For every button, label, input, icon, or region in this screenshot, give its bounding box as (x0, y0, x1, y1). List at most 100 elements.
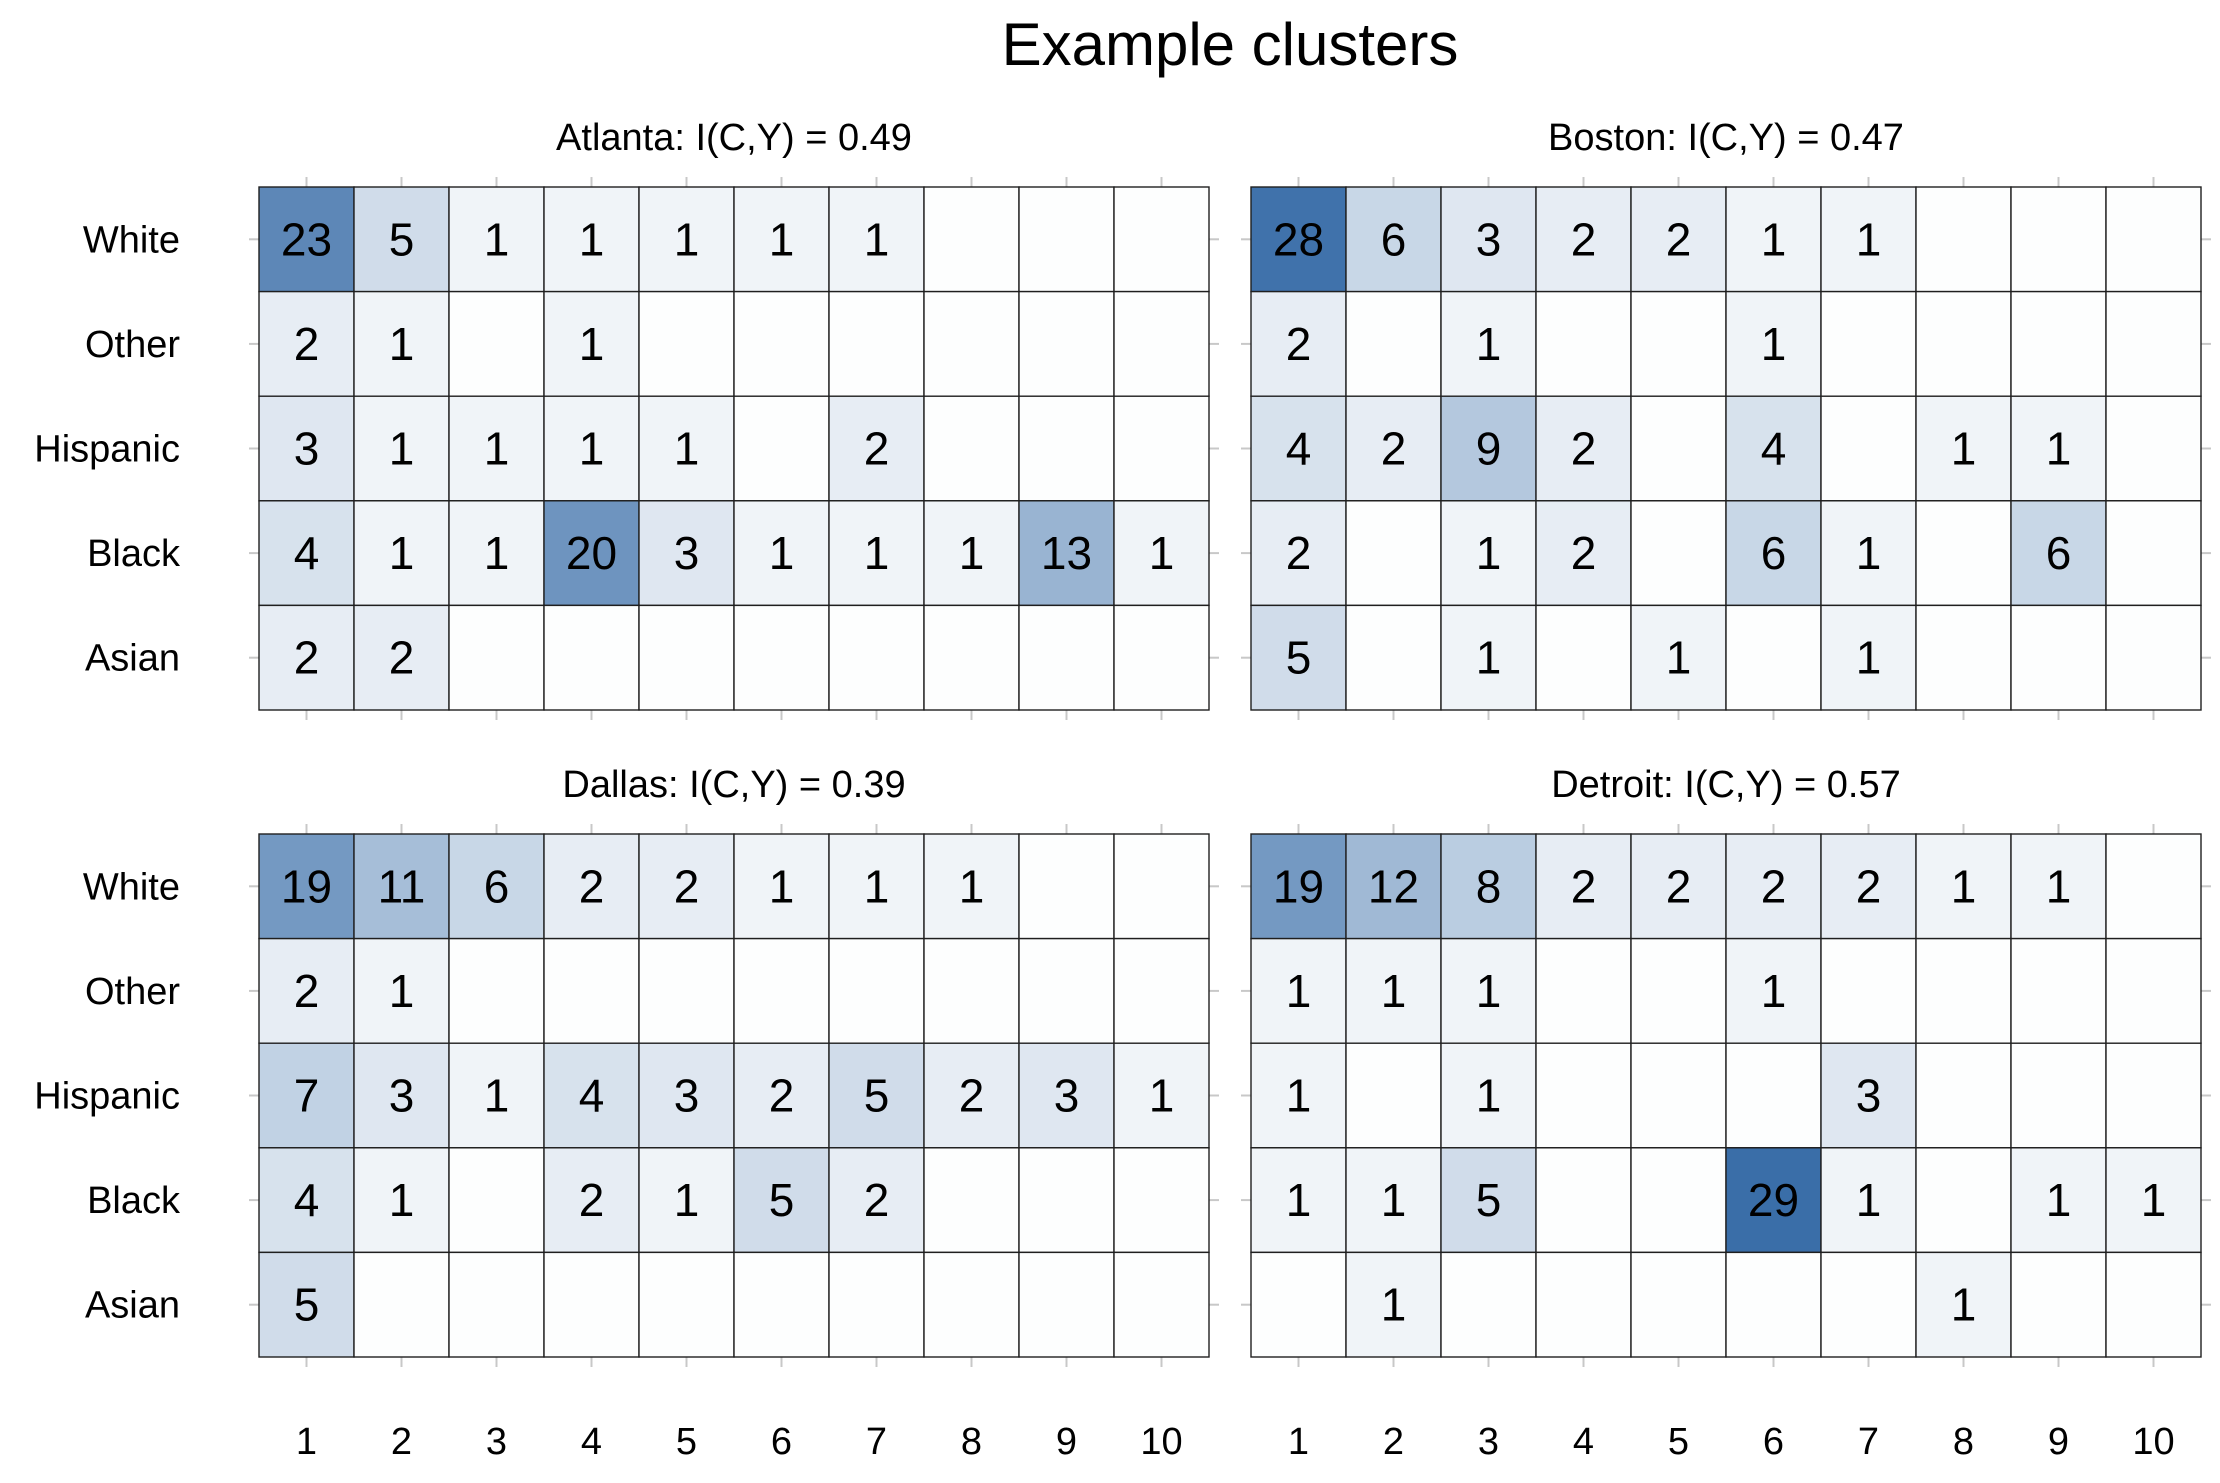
heatmap-cell (2105, 186, 2202, 293)
heatmap-cell (638, 1147, 735, 1254)
x-tick-label: 5 (676, 1421, 697, 1463)
heatmap-cell (1535, 1251, 1632, 1358)
cell-value-label: 7 (294, 1070, 320, 1122)
heatmap-cell (1725, 186, 1822, 293)
heatmap-cell (733, 937, 830, 1044)
cell-value-label: 1 (2046, 860, 2072, 912)
heatmap-cell (923, 290, 1020, 397)
cell-value-label: 1 (1286, 1174, 1312, 1226)
heatmap-cell (353, 604, 450, 711)
cell-value-label: 2 (1286, 527, 1312, 579)
cell-value-label: 2 (294, 632, 320, 684)
x-tick-label: 4 (1573, 1421, 1594, 1463)
cell-value-label: 1 (769, 527, 795, 579)
heatmap-cell (1440, 395, 1537, 502)
figure-title: Example clusters (1002, 11, 1459, 78)
heatmap-cell (1535, 186, 1632, 293)
heatmap-cell (1535, 604, 1632, 711)
cell-value-label: 1 (1761, 965, 1787, 1017)
heatmap-cell (2105, 290, 2202, 397)
heatmap-cell (1113, 500, 1210, 607)
heatmap-cell (828, 500, 925, 607)
cell-value-label: 1 (1286, 965, 1312, 1017)
cell-value-label: 4 (294, 1174, 320, 1226)
heatmap-cell (1915, 500, 2012, 607)
heatmap-cell (1630, 500, 1727, 607)
heatmap-cell (923, 1251, 1020, 1358)
cell-value-label: 1 (484, 1070, 510, 1122)
cell-value-label: 3 (294, 423, 320, 475)
heatmap-cell (638, 290, 735, 397)
cell-value-label: 1 (674, 423, 700, 475)
heatmap-cell (1725, 833, 1822, 940)
cell-value-label: 1 (1856, 527, 1882, 579)
heatmap-cell (258, 1251, 355, 1358)
heatmap-cell (1725, 604, 1822, 711)
x-tick-label: 2 (1383, 1421, 1404, 1463)
heatmap-cell (258, 1147, 355, 1254)
row-label: Other (85, 324, 180, 366)
heatmap-cell (2010, 290, 2107, 397)
cell-value-label: 2 (294, 318, 320, 370)
heatmap-cell (1440, 937, 1537, 1044)
heatmap-cell (1915, 1042, 2012, 1149)
cell-value-label: 1 (1761, 213, 1787, 265)
heatmap-cell (1915, 604, 2012, 711)
heatmap-cell (543, 833, 640, 940)
heatmap-cell (543, 395, 640, 502)
cell-value-label: 1 (1856, 1174, 1882, 1226)
cell-value-label: 1 (1761, 318, 1787, 370)
cell-value-label: 2 (1571, 423, 1597, 475)
heatmap-cell (828, 604, 925, 711)
cell-value-label: 1 (1951, 860, 1977, 912)
heatmap-cell (353, 395, 450, 502)
heatmap-cell (2010, 186, 2107, 293)
heatmap-cell (1915, 290, 2012, 397)
heatmap-cell (448, 833, 545, 940)
heatmap-cell (448, 937, 545, 1044)
heatmap-cell (2105, 1251, 2202, 1358)
heatmap-cell (1345, 1251, 1442, 1358)
cell-value-label: 1 (769, 213, 795, 265)
heatmap-cell (353, 1147, 450, 1254)
heatmap-cell (1535, 1147, 1632, 1254)
cell-value-label: 2 (579, 1174, 605, 1226)
heatmap-cell (2010, 1251, 2107, 1358)
cell-value-label: 1 (959, 527, 985, 579)
heatmap-cell (1250, 395, 1347, 502)
heatmap-cell (1440, 186, 1537, 293)
heatmap-cell (1535, 395, 1632, 502)
cell-value-label: 2 (1666, 213, 1692, 265)
heatmap-cell (923, 1147, 1020, 1254)
cell-value-label: 6 (484, 860, 510, 912)
heatmap-cell (828, 395, 925, 502)
panel-1: Boston: I(C,Y) = 0.47 28 6 3 2 2 1 1 2 1 1 4 2 9 2 4 1 1 2… (1241, 117, 2211, 720)
cell-value-label: 1 (1666, 632, 1692, 684)
row-label: Other (85, 971, 180, 1013)
cell-value-label: 1 (1381, 1279, 1407, 1331)
heatmap-cell (353, 833, 450, 940)
x-tick-label: 2 (391, 1421, 412, 1463)
cell-value-label: 1 (864, 860, 890, 912)
cell-value-label: 2 (1381, 423, 1407, 475)
x-tick-label: 7 (1858, 1421, 1879, 1463)
cell-value-label: 1 (484, 527, 510, 579)
panel-title: Detroit: I(C,Y) = 0.57 (1551, 764, 1901, 806)
cell-value-label: 5 (1476, 1174, 1502, 1226)
heatmap-cell (1018, 937, 1115, 1044)
cell-value-label: 2 (1286, 318, 1312, 370)
cell-value-label: 1 (1149, 1070, 1175, 1122)
heatmap-cell (1440, 1147, 1537, 1254)
heatmap-cell (733, 500, 830, 607)
heatmap-cell (923, 186, 1020, 293)
cell-value-label: 1 (1476, 318, 1502, 370)
cell-value-label: 3 (1054, 1070, 1080, 1122)
cell-value-label: 2 (1761, 860, 1787, 912)
x-tick-label: 8 (1953, 1421, 1974, 1463)
heatmap-cell (1820, 604, 1917, 711)
heatmap-cell (1250, 604, 1347, 711)
heatmap-cell (1820, 395, 1917, 502)
heatmap-cell (1630, 290, 1727, 397)
heatmap-cell (923, 604, 1020, 711)
